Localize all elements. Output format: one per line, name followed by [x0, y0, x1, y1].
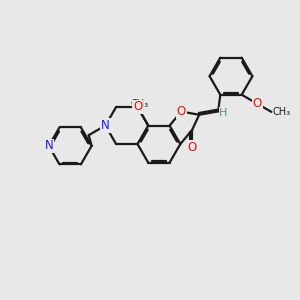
Text: O: O [188, 141, 196, 154]
Text: O: O [253, 97, 262, 110]
Text: CH₃: CH₃ [130, 99, 149, 109]
Text: CH₃: CH₃ [273, 107, 291, 117]
Text: N: N [101, 119, 110, 132]
Text: O: O [177, 105, 186, 118]
Text: H: H [219, 108, 228, 118]
Text: N: N [44, 140, 53, 152]
Text: O: O [133, 100, 142, 113]
